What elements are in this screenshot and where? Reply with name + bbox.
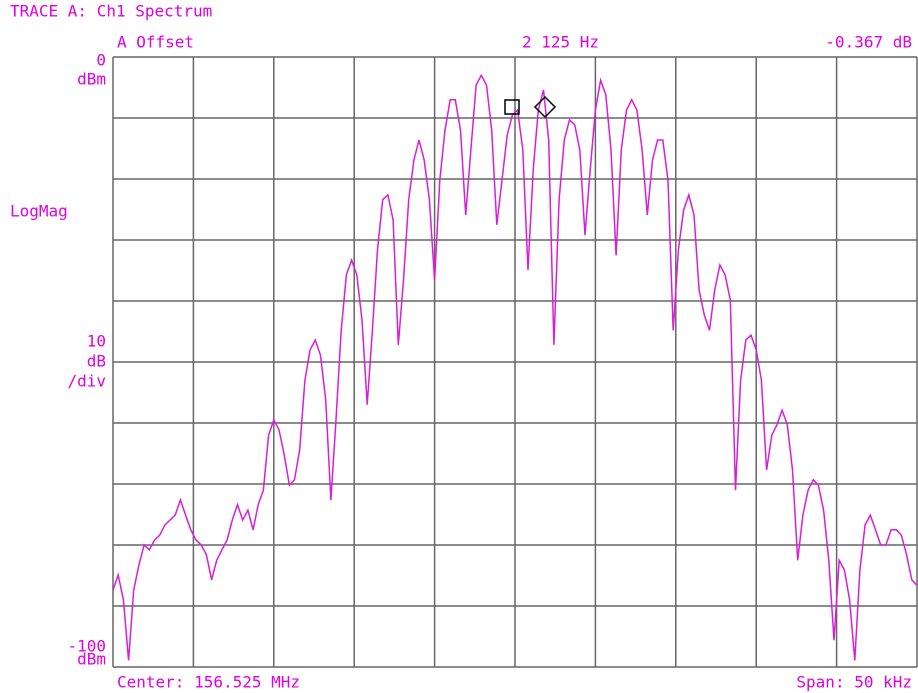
active-marker: [504, 99, 520, 115]
y-unit: dBm: [77, 70, 106, 89]
scale-unit: dB: [87, 352, 106, 371]
center-frequency: Center: 156.525 MHz: [117, 673, 300, 692]
y-tick-label: -100: [67, 637, 106, 656]
scale-value: 10: [87, 332, 106, 351]
marker-amplitude: -0.367 dB: [825, 33, 912, 52]
marker-frequency: 2 125 Hz: [522, 33, 599, 52]
marker-label: A Offset: [117, 33, 194, 52]
span: Span: 50 kHz: [796, 673, 912, 692]
y-tick-label: 0: [96, 51, 106, 70]
scale-per: /div: [67, 372, 106, 391]
plot-area: [112, 56, 918, 668]
trace-title: TRACE A: Ch1 Spectrum: [10, 2, 212, 21]
y-unit: dBm: [77, 650, 106, 669]
spectrum-trace: [112, 73, 918, 661]
format-label: LogMag: [10, 202, 68, 221]
reference-marker: [533, 95, 557, 119]
